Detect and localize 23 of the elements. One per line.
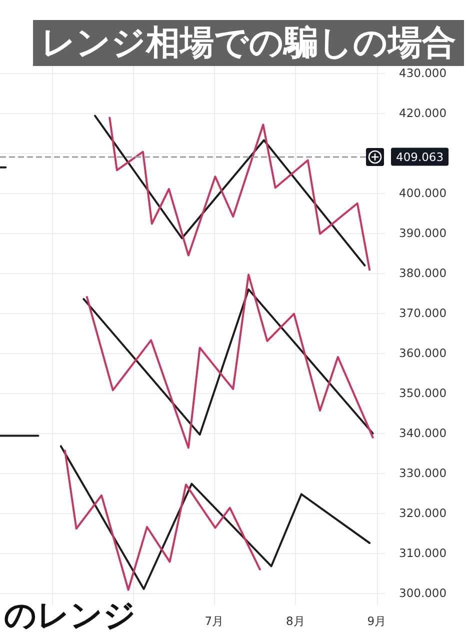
y-tick-label: 350.000 xyxy=(399,386,447,400)
y-tick-label: 370.000 xyxy=(399,306,447,320)
y-tick-label: 360.000 xyxy=(399,346,447,360)
y-tick-label: 430.000 xyxy=(399,66,447,80)
y-tick-label: 380.000 xyxy=(399,266,447,280)
y-tick-label: 340.000 xyxy=(399,426,447,440)
x-tick-label: 8月 xyxy=(286,614,306,628)
chart-title: レンジ相場での騙しの場合 xyxy=(41,23,456,63)
y-tick-label: 320.000 xyxy=(399,506,447,520)
y-tick-label: 330.000 xyxy=(399,466,447,480)
y-tick-label: 300.000 xyxy=(399,586,447,600)
y-tick-label: 400.000 xyxy=(399,186,447,200)
line-series xyxy=(64,450,261,591)
y-tick-label: 390.000 xyxy=(399,226,447,240)
annotation: のレンジ xyxy=(4,596,136,634)
line-series xyxy=(60,445,371,590)
y-tick-label: 310.000 xyxy=(399,546,447,560)
line-series xyxy=(82,288,374,436)
x-tick-label: 9月 xyxy=(367,614,387,628)
x-tick-label: 7月 xyxy=(204,614,224,628)
line-series xyxy=(86,274,374,449)
ref-line-label: 409.063 xyxy=(396,150,444,164)
y-tick-label: 420.000 xyxy=(399,106,447,120)
